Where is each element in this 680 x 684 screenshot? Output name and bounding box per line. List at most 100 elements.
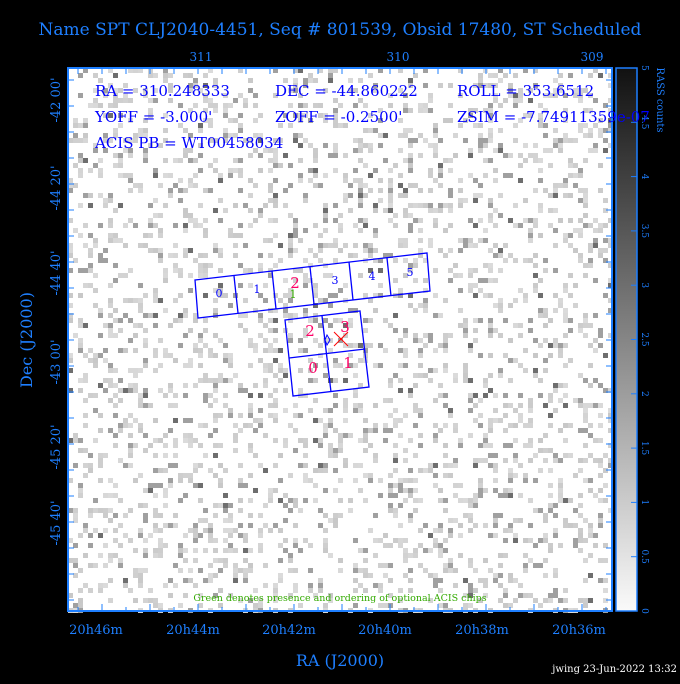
image-pixel [158, 338, 163, 343]
image-pixel [83, 353, 88, 358]
image-pixel [388, 593, 393, 598]
image-pixel [388, 578, 393, 583]
image-pixel [243, 558, 248, 563]
image-pixel [513, 423, 518, 428]
image-pixel [378, 188, 383, 193]
image-pixel [223, 528, 228, 533]
image-pixel [188, 158, 193, 163]
image-pixel [273, 463, 278, 468]
image-pixel [213, 593, 218, 598]
image-pixel [398, 588, 403, 593]
image-pixel [228, 503, 233, 508]
image-pixel [143, 363, 148, 368]
image-pixel [343, 123, 348, 128]
image-pixel [558, 148, 563, 153]
image-pixel [113, 238, 118, 243]
image-pixel [288, 508, 293, 513]
image-pixel [463, 328, 468, 333]
image-pixel [173, 523, 178, 528]
image-pixel [493, 468, 498, 473]
image-pixel [73, 463, 78, 468]
image-pixel [363, 498, 368, 503]
image-pixel [83, 138, 88, 143]
image-pixel [383, 603, 388, 608]
image-pixel [508, 218, 513, 223]
image-pixel [73, 118, 78, 123]
image-pixel [338, 338, 343, 343]
image-pixel [153, 293, 158, 298]
image-pixel [218, 248, 223, 253]
image-pixel [268, 498, 273, 503]
image-pixel [463, 513, 468, 518]
image-pixel [523, 478, 528, 483]
image-pixel [258, 268, 263, 273]
image-pixel [318, 103, 323, 108]
image-pixel [108, 138, 113, 143]
image-pixel [393, 163, 398, 168]
image-pixel [433, 473, 438, 478]
image-pixel [268, 218, 273, 223]
image-pixel [603, 138, 608, 143]
image-pixel [198, 88, 203, 93]
image-pixel [293, 413, 298, 418]
image-pixel [128, 588, 133, 593]
image-pixel [288, 253, 293, 258]
image-pixel [143, 538, 148, 543]
image-pixel [588, 528, 593, 533]
image-pixel [143, 128, 148, 133]
image-pixel [478, 483, 483, 488]
image-pixel [243, 538, 248, 543]
image-pixel [423, 468, 428, 473]
image-pixel [508, 303, 513, 308]
image-pixel [563, 453, 568, 458]
image-pixel [493, 418, 498, 423]
image-pixel [388, 198, 393, 203]
image-pixel [263, 383, 268, 388]
image-pixel [473, 498, 478, 503]
image-pixel [143, 513, 148, 518]
image-pixel [243, 568, 248, 573]
image-pixel [478, 443, 483, 448]
image-pixel [343, 193, 348, 198]
image-pixel [608, 388, 613, 393]
image-pixel [473, 338, 478, 343]
image-pixel [203, 233, 208, 238]
colorbar-ticks: 00.511.522.533.544.55 [631, 65, 649, 614]
image-pixel [588, 453, 593, 458]
image-pixel [573, 473, 578, 478]
zsim-readout: ZSIM = -7.74911359e-07 [457, 108, 650, 126]
image-pixel [438, 343, 443, 348]
image-pixel [163, 543, 168, 548]
image-pixel [233, 563, 238, 568]
image-pixel [93, 528, 98, 533]
image-pixel [253, 133, 258, 138]
image-pixel [458, 248, 463, 253]
image-pixel [258, 293, 263, 298]
image-pixel [233, 243, 238, 248]
image-pixel [383, 573, 388, 578]
image-pixel [178, 318, 183, 323]
image-pixel [543, 123, 548, 128]
image-pixel [398, 488, 403, 493]
image-pixel [493, 223, 498, 228]
image-pixel [528, 458, 533, 463]
image-pixel [413, 383, 418, 388]
image-pixel [188, 73, 193, 78]
image-pixel [438, 543, 443, 548]
image-pixel [338, 318, 343, 323]
image-pixel [608, 308, 613, 313]
image-pixel [443, 338, 448, 343]
image-pixel [388, 398, 393, 403]
image-pixel [153, 88, 158, 93]
image-pixel [78, 138, 83, 143]
image-pixel [428, 173, 433, 178]
image-pixel [293, 543, 298, 548]
image-pixel [538, 603, 543, 608]
image-pixel [293, 248, 298, 253]
image-pixel [268, 493, 273, 498]
image-pixel [428, 533, 433, 538]
image-pixel [428, 108, 433, 113]
image-pixel [278, 578, 283, 583]
image-pixel [578, 123, 583, 128]
image-pixel [548, 163, 553, 168]
